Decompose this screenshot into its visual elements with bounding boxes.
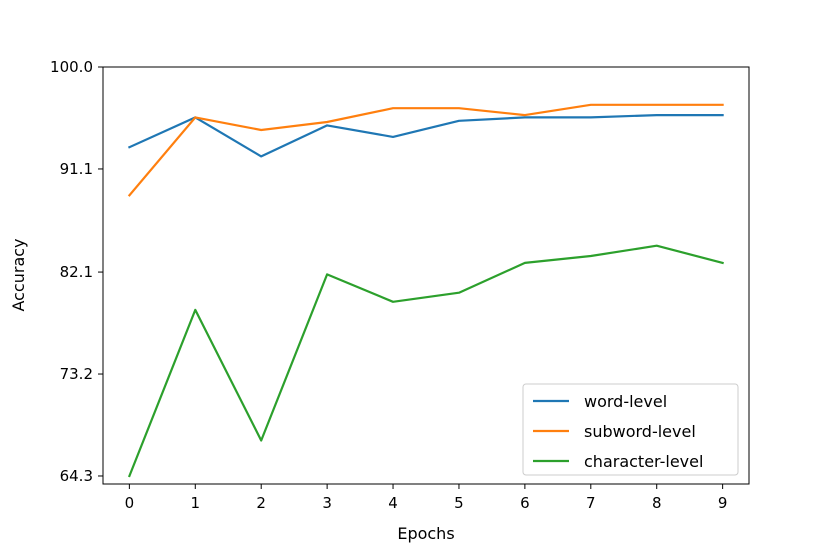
legend-label-character-level: character-level [584, 452, 703, 471]
series-lines [127, 103, 724, 478]
x-tick-label: 6 [520, 494, 530, 512]
y-axis-label: Accuracy [9, 238, 28, 311]
series-line-character-level [127, 244, 724, 478]
x-tick-label: 1 [191, 494, 201, 512]
y-tick-label: 100.0 [50, 58, 93, 76]
legend-label-subword-level: subword-level [584, 422, 696, 441]
y-tick-label: 91.1 [60, 160, 93, 178]
x-tick-label: 7 [586, 494, 596, 512]
y-tick-label: 82.1 [60, 263, 93, 281]
y-tick-label: 64.3 [60, 467, 93, 485]
legend: word-level subword-level character-level [522, 383, 739, 476]
x-tick-label: 9 [718, 494, 728, 512]
plot-frame [102, 66, 750, 485]
x-tick-label: 5 [454, 494, 464, 512]
y-tick-label: 73.2 [60, 365, 93, 383]
x-tick-label: 0 [125, 494, 135, 512]
y-axis: 64.3 73.2 82.1 91.1 100.0 [50, 58, 103, 485]
legend-label-word-level: word-level [584, 392, 667, 411]
series-line-word-level [127, 113, 724, 158]
x-tick-label: 3 [322, 494, 332, 512]
x-axis: 0 1 2 3 4 5 6 7 8 9 [125, 484, 728, 512]
x-tick-label: 2 [256, 494, 266, 512]
legend-box [522, 383, 739, 476]
x-tick-label: 8 [652, 494, 662, 512]
x-axis-label: Epochs [397, 524, 454, 543]
series-line-subword-level [127, 103, 724, 197]
x-tick-label: 4 [388, 494, 398, 512]
